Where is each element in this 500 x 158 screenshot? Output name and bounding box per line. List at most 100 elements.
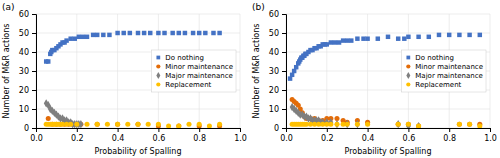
x-tick: 0.2 (71, 128, 84, 143)
point (135, 122, 140, 127)
point (162, 31, 166, 35)
y-tick: 50 (19, 29, 36, 38)
x-axis-line (287, 129, 491, 133)
x-tick-label: 0.4 (362, 134, 375, 143)
y-tick-label: 20 (269, 86, 279, 95)
point (203, 31, 207, 35)
y-tick-label: 0 (24, 124, 29, 133)
point (457, 122, 462, 127)
point (402, 36, 406, 40)
point (135, 122, 140, 127)
x-axis-title: Probability of Spalling (95, 147, 182, 156)
y-axis-line (32, 15, 37, 129)
point (166, 124, 171, 128)
point (396, 122, 401, 127)
x-tick-mark (199, 128, 200, 132)
legend: Do nothingMinor maintenanceMajor mainten… (401, 50, 486, 92)
y-tick: 60 (19, 10, 36, 19)
y-tick: 40 (19, 48, 36, 57)
point (329, 40, 333, 44)
point (361, 36, 365, 40)
y-tick-label: 10 (19, 105, 29, 114)
point (406, 122, 411, 127)
legend-label: Minor maintenance (165, 63, 233, 71)
points (288, 33, 482, 128)
point (325, 42, 329, 46)
point (406, 122, 411, 128)
y-axis-line (282, 15, 287, 129)
y-tick: 40 (269, 48, 286, 57)
point (406, 35, 410, 39)
point (74, 122, 79, 127)
x-axis: 0.00.20.40.60.81.0 (30, 128, 247, 143)
y-tick-label: 0 (274, 124, 279, 133)
point (85, 35, 89, 39)
point (211, 31, 215, 35)
point (148, 31, 152, 35)
x-axis-line (37, 129, 241, 133)
x-tick: 0.2 (321, 128, 334, 143)
grid (36, 14, 240, 128)
x-tick: 1.0 (484, 128, 497, 143)
x-tick: 0.6 (403, 128, 416, 143)
y-tick-mark (282, 14, 286, 15)
x-tick-mark (77, 128, 78, 132)
x-tick-label: 0.6 (153, 134, 166, 143)
point (105, 122, 110, 127)
series (290, 103, 421, 128)
legend-symbol (156, 56, 160, 60)
y-tick: 0 (274, 124, 286, 133)
point (74, 122, 79, 127)
x-tick-label: 0.8 (443, 134, 456, 143)
point (355, 122, 360, 127)
point (337, 40, 341, 44)
point (406, 122, 411, 127)
point (217, 31, 221, 35)
point (156, 122, 161, 127)
x-tick-mark (240, 128, 241, 132)
point (396, 120, 401, 128)
point (46, 59, 50, 63)
x-tick-mark (158, 128, 159, 132)
y-tick-mark (32, 14, 36, 15)
y-tick-label: 60 (19, 10, 29, 19)
point (115, 122, 120, 127)
y-tick-mark (32, 128, 36, 129)
grid (286, 14, 490, 128)
y-tick: 50 (269, 29, 286, 38)
grid-line-y (36, 14, 240, 15)
y-axis: 0102030405060 (269, 10, 287, 133)
legend-symbol (156, 64, 160, 68)
point (95, 122, 100, 127)
point (95, 33, 99, 37)
y-tick-label: 30 (19, 67, 29, 76)
legend-symbol (406, 82, 410, 86)
y-axis-title: Number of M&R actions (252, 24, 261, 119)
series (46, 116, 222, 128)
y-tick-label: 50 (19, 29, 29, 38)
point (345, 122, 350, 127)
point (77, 35, 81, 39)
y-tick-label: 50 (269, 29, 279, 38)
figure: 0.00.20.40.60.81.00102030405060Probabili… (0, 0, 500, 158)
x-tick-mark (118, 128, 119, 132)
x-tick-label: 1.0 (484, 134, 497, 143)
y-tick: 20 (19, 86, 36, 95)
point (355, 120, 360, 128)
x-axis-title: Probability of Spalling (345, 147, 432, 156)
point (427, 35, 431, 39)
x-axis: 0.00.20.40.60.81.0 (280, 128, 497, 143)
point (207, 124, 212, 128)
x-tick-mark (449, 128, 450, 132)
legend-label: Major maintenance (165, 72, 233, 80)
point (115, 122, 120, 127)
point (447, 33, 451, 37)
point (396, 122, 401, 127)
series (44, 99, 83, 128)
point (376, 36, 380, 40)
point (176, 124, 181, 128)
y-tick-mark (282, 128, 286, 129)
legend-symbol (406, 64, 410, 68)
point (186, 122, 191, 127)
point (91, 33, 95, 37)
